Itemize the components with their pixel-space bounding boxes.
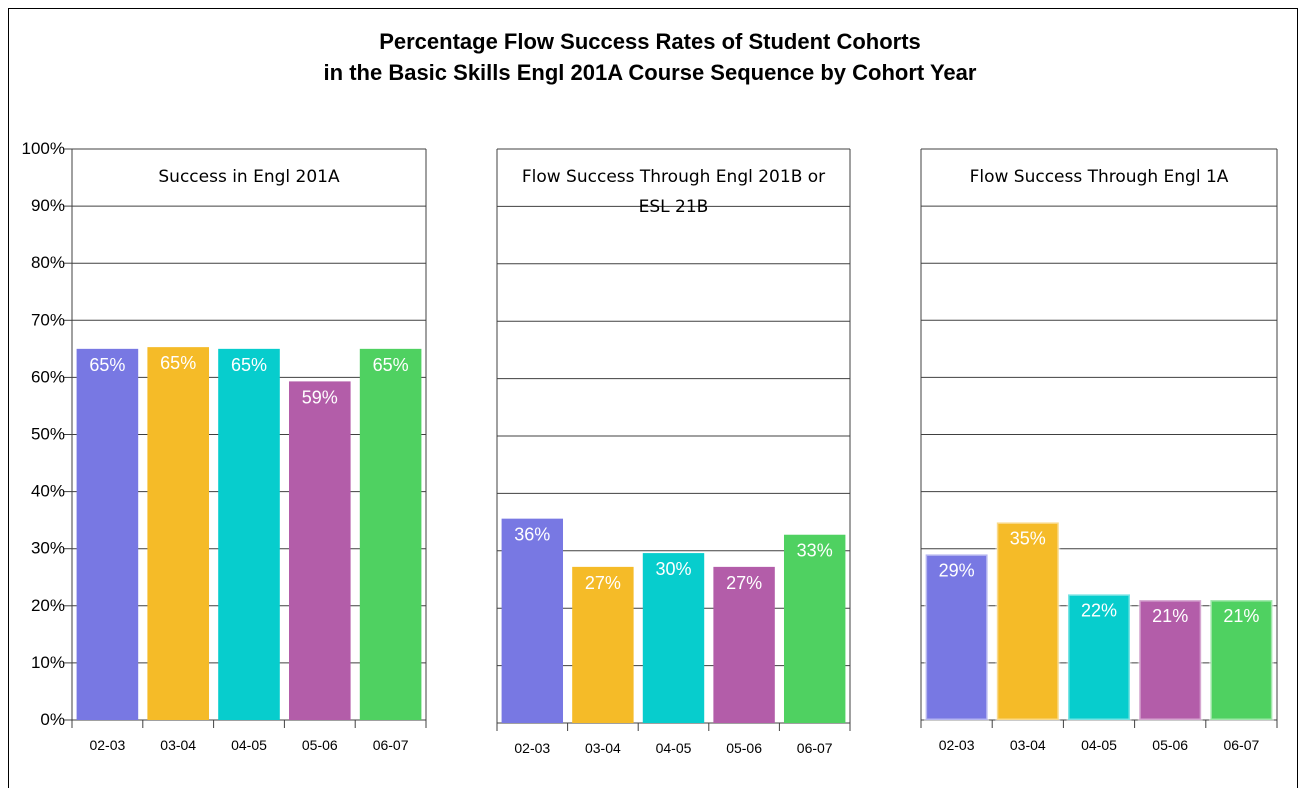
bar <box>783 534 846 723</box>
y-tick-label: 70% <box>31 310 65 329</box>
bar-value-label: 33% <box>797 541 833 561</box>
bar <box>76 348 139 720</box>
chart-frame <box>8 8 1298 788</box>
bar <box>713 566 775 723</box>
x-tick-label: 04-05 <box>231 737 267 753</box>
y-tick-label: 50% <box>31 425 65 444</box>
bar-value-label: 65% <box>373 355 409 375</box>
chart-title-line1: Percentage Flow Success Rates of Student… <box>379 29 921 54</box>
bar-value-label: 27% <box>726 573 762 593</box>
x-tick-label: 03-04 <box>1010 737 1046 753</box>
bar-value-label: 30% <box>655 559 691 579</box>
x-tick-label: 05-06 <box>726 740 762 756</box>
bar <box>1208 598 1274 722</box>
x-tick-label: 02-03 <box>89 737 125 753</box>
x-tick-label: 03-04 <box>160 737 196 753</box>
bar <box>924 552 990 722</box>
bar-value-label: 65% <box>89 355 125 375</box>
x-tick-label: 04-05 <box>1081 737 1117 753</box>
x-tick-label: 06-07 <box>1223 737 1259 753</box>
y-tick-label: 80% <box>31 253 65 272</box>
x-tick-label: 05-06 <box>302 737 338 753</box>
panel-title: Success in Engl 201A <box>158 167 340 187</box>
x-tick-label: 02-03 <box>939 737 975 753</box>
x-tick-label: 06-07 <box>797 740 833 756</box>
bar-value-label: 65% <box>160 353 196 373</box>
bar-value-label: 35% <box>1010 528 1046 548</box>
bar <box>359 348 422 720</box>
bar-value-label: 65% <box>231 355 267 375</box>
bar <box>1137 598 1203 722</box>
panel-title: Flow Success Through Engl 1A <box>970 167 1229 187</box>
x-tick-label: 02-03 <box>514 740 550 756</box>
bar-value-label: 36% <box>514 525 550 545</box>
y-tick-label: 20% <box>31 596 65 615</box>
bar <box>642 553 705 723</box>
panel-title-line: ESL 21B <box>639 197 709 217</box>
x-tick-label: 04-05 <box>656 740 692 756</box>
panel-title-line: Flow Success Through Engl 201B or <box>522 167 825 187</box>
bar <box>1066 592 1132 722</box>
x-tick-label: 06-07 <box>373 737 409 753</box>
bar <box>995 520 1061 722</box>
y-tick-label: 60% <box>31 367 65 386</box>
x-tick-label: 03-04 <box>585 740 621 756</box>
bar-value-label: 27% <box>585 573 621 593</box>
bar <box>289 381 351 720</box>
x-tick-label: 05-06 <box>1152 737 1188 753</box>
y-tick-label: 0% <box>40 710 65 729</box>
bar <box>147 347 209 720</box>
chart-title-line2: in the Basic Skills Engl 201A Course Seq… <box>323 60 977 85</box>
y-tick-label: 30% <box>31 539 65 558</box>
y-tick-label: 100% <box>22 139 65 158</box>
bar-value-label: 59% <box>302 387 338 407</box>
y-tick-label: 90% <box>31 196 65 215</box>
bar-value-label: 21% <box>1223 606 1259 626</box>
bar-value-label: 29% <box>939 560 975 580</box>
bar <box>572 566 634 723</box>
bar-value-label: 21% <box>1152 606 1188 626</box>
y-tick-label: 40% <box>31 482 65 501</box>
bar <box>501 518 564 723</box>
chart-title: Percentage Flow Success Rates of Student… <box>0 26 1300 88</box>
bar <box>218 348 280 720</box>
y-tick-label: 10% <box>31 653 65 672</box>
bar-value-label: 22% <box>1081 600 1117 620</box>
